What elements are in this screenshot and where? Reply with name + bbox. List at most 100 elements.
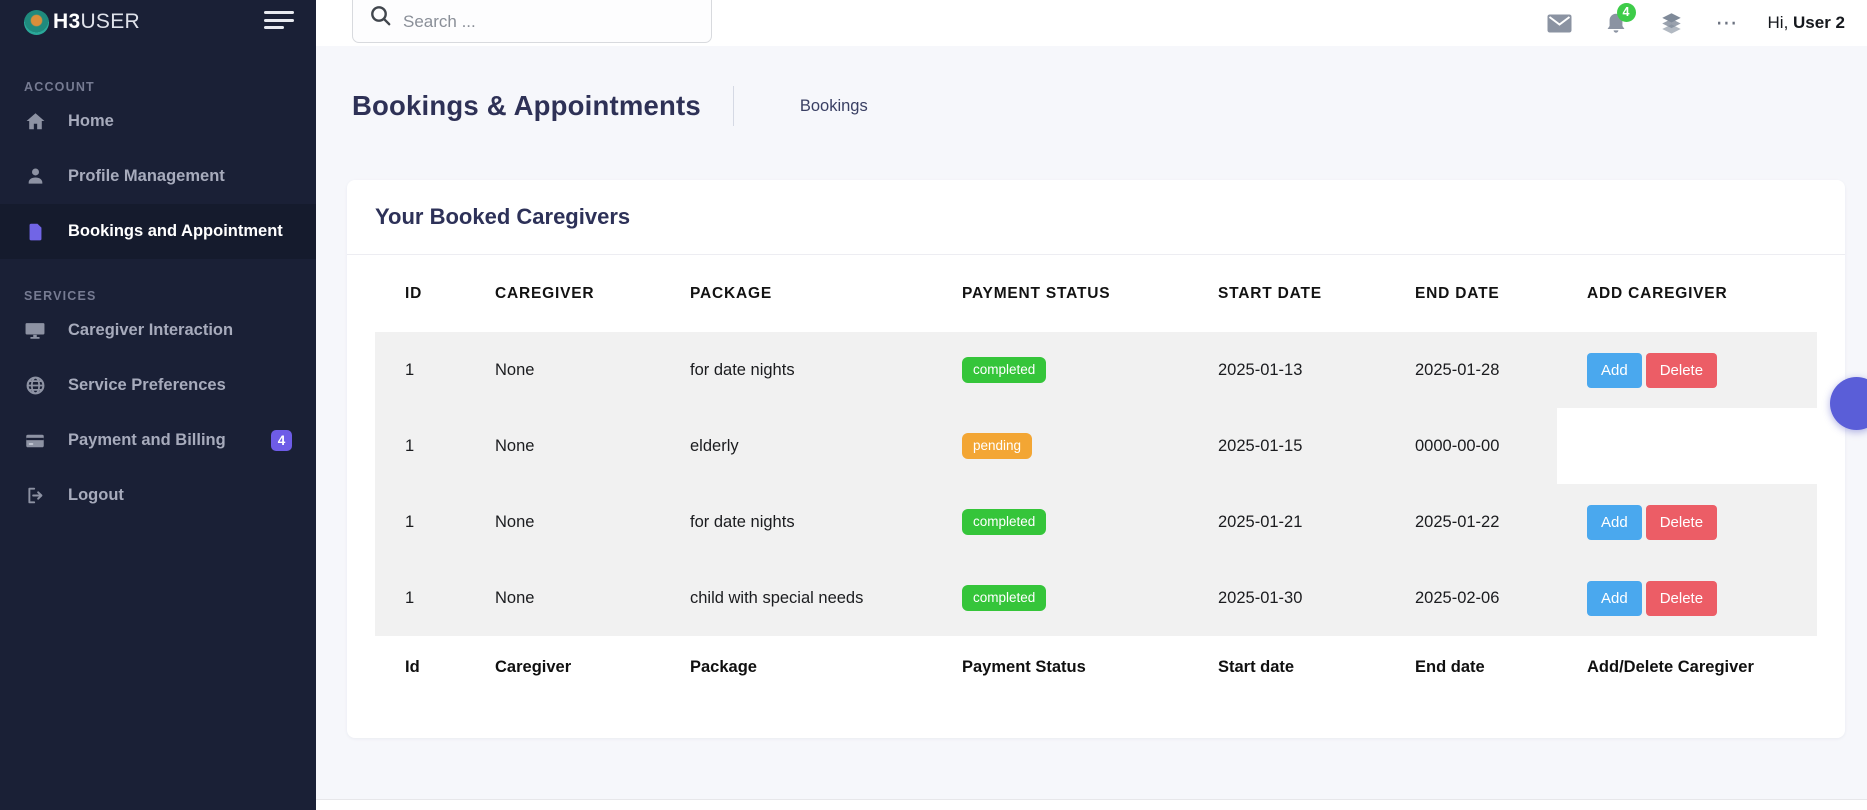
booked-caregivers-card: Your Booked Caregivers ID CAREGIVER PACK… bbox=[347, 180, 1845, 738]
cell-caregiver: None bbox=[465, 513, 660, 532]
sidebar-item-bookings-and-appointment[interactable]: Bookings and Appointment bbox=[0, 204, 316, 259]
home-icon bbox=[24, 110, 46, 134]
credit-card-icon bbox=[24, 429, 46, 453]
globe-icon bbox=[24, 374, 46, 398]
cell-actions: AddDelete bbox=[1557, 581, 1817, 616]
table-row: 1 None child with special needs complete… bbox=[375, 560, 1817, 636]
table-body: 1 None for date nights completed 2025-01… bbox=[375, 332, 1817, 636]
cell-end-date: 2025-01-28 bbox=[1385, 361, 1557, 380]
topbar: 4 ⋯ Hi, User 2 bbox=[316, 0, 1867, 46]
sidebar-item-label: Profile Management bbox=[68, 167, 225, 186]
app-window: H3USER ACCOUNT Home Profile Management B… bbox=[0, 0, 1867, 810]
cell-end-date: 2025-01-22 bbox=[1385, 513, 1557, 532]
breadcrumb[interactable]: Bookings bbox=[800, 97, 868, 116]
status-badge: pending bbox=[962, 433, 1032, 459]
add-button[interactable]: Add bbox=[1587, 581, 1642, 616]
sidebar-item-profile-management[interactable]: Profile Management bbox=[0, 149, 316, 204]
status-badge: completed bbox=[962, 357, 1046, 383]
main-content: Bookings & Appointments Bookings Your Bo… bbox=[316, 46, 1867, 800]
cell-start-date: 2025-01-30 bbox=[1188, 589, 1385, 608]
cell-start-date: 2025-01-13 bbox=[1188, 361, 1385, 380]
bell-icon[interactable]: 4 bbox=[1605, 12, 1627, 35]
column-header-end-date: END DATE bbox=[1385, 285, 1557, 303]
table-footer-row: Id Caregiver Package Payment Status Star… bbox=[375, 636, 1817, 698]
brand-logo-icon bbox=[24, 10, 49, 35]
cell-id: 1 bbox=[375, 361, 465, 380]
greeting-prefix: Hi, bbox=[1768, 13, 1794, 32]
search-icon bbox=[367, 4, 403, 34]
sidebar-section-label-account: ACCOUNT bbox=[0, 80, 316, 94]
layers-icon[interactable] bbox=[1660, 11, 1683, 35]
footer-end-date: End date bbox=[1385, 658, 1557, 677]
mail-icon[interactable] bbox=[1547, 14, 1572, 33]
search-input[interactable] bbox=[403, 12, 673, 34]
cell-end-date: 2025-02-06 bbox=[1385, 589, 1557, 608]
footer-caregiver: Caregiver bbox=[465, 658, 660, 677]
monitor-icon bbox=[24, 319, 46, 343]
card-title: Your Booked Caregivers bbox=[347, 180, 1845, 255]
column-header-id: ID bbox=[375, 285, 465, 303]
status-badge: completed bbox=[962, 585, 1046, 611]
column-header-package: PACKAGE bbox=[660, 285, 932, 303]
cell-package: for date nights bbox=[660, 513, 932, 532]
footer-id: Id bbox=[375, 658, 465, 677]
notification-count-badge: 4 bbox=[1617, 3, 1636, 22]
sidebar-item-label: Bookings and Appointment bbox=[68, 222, 283, 241]
delete-button[interactable]: Delete bbox=[1646, 505, 1717, 540]
cell-package: elderly bbox=[660, 437, 932, 456]
cell-id: 1 bbox=[375, 437, 465, 456]
sidebar-item-home[interactable]: Home bbox=[0, 94, 316, 149]
cell-package: child with special needs bbox=[660, 589, 932, 608]
brand-name-bold: H3 bbox=[53, 10, 80, 33]
cell-start-date: 2025-01-21 bbox=[1188, 513, 1385, 532]
table-row: 1 None for date nights completed 2025-01… bbox=[375, 332, 1817, 408]
logout-icon bbox=[24, 484, 46, 508]
more-icon[interactable]: ⋯ bbox=[1716, 18, 1740, 28]
table-row: 1 None elderly pending 2025-01-15 0000-0… bbox=[375, 408, 1817, 484]
cell-id: 1 bbox=[375, 513, 465, 532]
delete-button[interactable]: Delete bbox=[1646, 353, 1717, 388]
cell-actions: AddDelete bbox=[1557, 505, 1817, 540]
user-icon bbox=[24, 165, 46, 189]
cell-caregiver: None bbox=[465, 437, 660, 456]
column-header-caregiver: CAREGIVER bbox=[465, 285, 660, 303]
sidebar: H3USER ACCOUNT Home Profile Management B… bbox=[0, 0, 316, 810]
brand-name-light: USER bbox=[80, 10, 140, 33]
table-header-row: ID CAREGIVER PACKAGE PAYMENT STATUS STAR… bbox=[375, 255, 1817, 332]
sidebar-item-service-preferences[interactable]: Service Preferences bbox=[0, 358, 316, 413]
brand: H3USER bbox=[0, 0, 316, 44]
cell-caregiver: None bbox=[465, 589, 660, 608]
page-title: Bookings & Appointments bbox=[352, 90, 701, 122]
footer-package: Package bbox=[660, 658, 932, 677]
add-button[interactable]: Add bbox=[1587, 353, 1642, 388]
footer-payment-status: Payment Status bbox=[932, 658, 1188, 677]
sidebar-item-label: Home bbox=[68, 112, 114, 131]
add-button[interactable]: Add bbox=[1587, 505, 1642, 540]
cell-id: 1 bbox=[375, 589, 465, 608]
sidebar-item-label: Payment and Billing bbox=[68, 431, 226, 450]
footer-start-date: Start date bbox=[1188, 658, 1385, 677]
sidebar-item-label: Service Preferences bbox=[68, 376, 226, 395]
sidebar-item-label: Logout bbox=[68, 486, 124, 505]
search-box[interactable] bbox=[352, 0, 712, 43]
cell-caregiver: None bbox=[465, 361, 660, 380]
sidebar-item-logout[interactable]: Logout bbox=[0, 468, 316, 523]
table-row: 1 None for date nights completed 2025-01… bbox=[375, 484, 1817, 560]
cell-actions: AddDelete bbox=[1557, 353, 1817, 388]
column-header-add-caregiver: ADD CAREGIVER bbox=[1557, 285, 1817, 303]
sidebar-item-caregiver-interaction[interactable]: Caregiver Interaction bbox=[0, 303, 316, 358]
cell-end-date: 0000-00-00 bbox=[1385, 437, 1557, 456]
footer-add-delete-caregiver: Add/Delete Caregiver bbox=[1557, 658, 1817, 677]
page-footer bbox=[316, 799, 1867, 810]
sidebar-item-payment-and-billing[interactable]: Payment and Billing 4 bbox=[0, 413, 316, 468]
page-header: Bookings & Appointments Bookings bbox=[352, 86, 868, 126]
cell-actions-empty bbox=[1557, 408, 1817, 484]
header-divider bbox=[733, 86, 734, 126]
topbar-actions: 4 ⋯ Hi, User 2 bbox=[1547, 0, 1845, 46]
delete-button[interactable]: Delete bbox=[1646, 581, 1717, 616]
status-badge: completed bbox=[962, 509, 1046, 535]
sidebar-toggle-button[interactable] bbox=[264, 11, 294, 34]
user-greeting[interactable]: Hi, User 2 bbox=[1768, 13, 1845, 33]
billing-count-badge: 4 bbox=[271, 430, 292, 451]
sidebar-section-label-services: SERVICES bbox=[0, 289, 316, 303]
